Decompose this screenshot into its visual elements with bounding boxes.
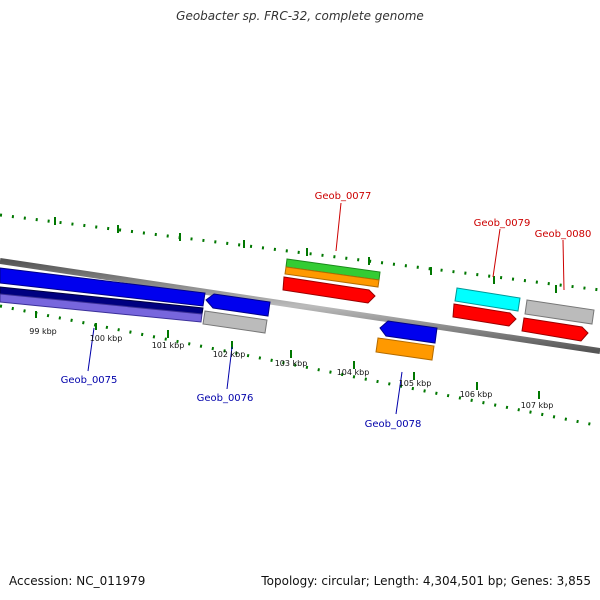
forward-leader-lines xyxy=(335,202,565,291)
lower-major-ticks xyxy=(35,311,540,399)
gene-geob-0078-arrow[interactable] xyxy=(379,320,438,344)
accession-label: Accession: NC_011979 xyxy=(9,574,146,588)
tick-label-100: 100 kbp xyxy=(90,334,123,343)
gene-geob-0076-feature-gray[interactable] xyxy=(202,310,268,334)
gene-geob-0080-feature-gray[interactable] xyxy=(524,299,595,325)
tick-label-107: 107 kbp xyxy=(521,401,554,410)
gene-label-geob-0077[interactable]: Geob_0077 xyxy=(315,191,372,202)
tick-label-99: 99 kbp xyxy=(29,327,57,336)
gene-geob-0077-feature-orange[interactable] xyxy=(284,266,380,288)
reverse-leader-lines xyxy=(87,327,403,415)
gene-geob-0075-arrow[interactable] xyxy=(0,267,206,307)
tick-label-102: 102 kbp xyxy=(213,350,246,359)
gene-geob-0078-feature-orange[interactable] xyxy=(375,337,435,361)
gene-label-geob-0079[interactable]: Geob_0079 xyxy=(474,218,531,229)
gene-label-geob-0080[interactable]: Geob_0080 xyxy=(535,229,592,240)
gene-label-geob-0076[interactable]: Geob_0076 xyxy=(197,393,254,404)
tick-label-101: 101 kbp xyxy=(152,341,185,350)
gene-label-geob-0078[interactable]: Geob_0078 xyxy=(365,419,422,430)
tick-label-106: 106 kbp xyxy=(460,390,493,399)
gene-label-geob-0075[interactable]: Geob_0075 xyxy=(61,375,118,386)
tick-label-104: 104 kbp xyxy=(337,368,370,377)
genome-summary-label: Topology: circular; Length: 4,304,501 bp… xyxy=(261,574,591,588)
gene-geob-0079-arrow[interactable] xyxy=(452,303,517,327)
gene-geob-0079-feature-cyan[interactable] xyxy=(454,287,521,312)
gene-geob-0077-arrow[interactable] xyxy=(282,276,376,304)
kbp-tick-labels: 99 kbp 100 kbp 101 kbp 102 kbp 103 kbp 1… xyxy=(29,327,553,410)
gene-geob-0080-arrow[interactable] xyxy=(521,317,589,342)
gene-geob-0076-arrow[interactable] xyxy=(205,293,271,317)
tick-label-105: 105 kbp xyxy=(399,379,432,388)
map-title: Geobacter sp. FRC-32, complete genome xyxy=(176,9,424,23)
gene-geob-0075-feature-lavender[interactable] xyxy=(0,293,203,323)
upper-major-ticks xyxy=(54,217,557,293)
genome-backbone xyxy=(0,258,600,354)
tick-label-103: 103 kbp xyxy=(275,359,308,368)
